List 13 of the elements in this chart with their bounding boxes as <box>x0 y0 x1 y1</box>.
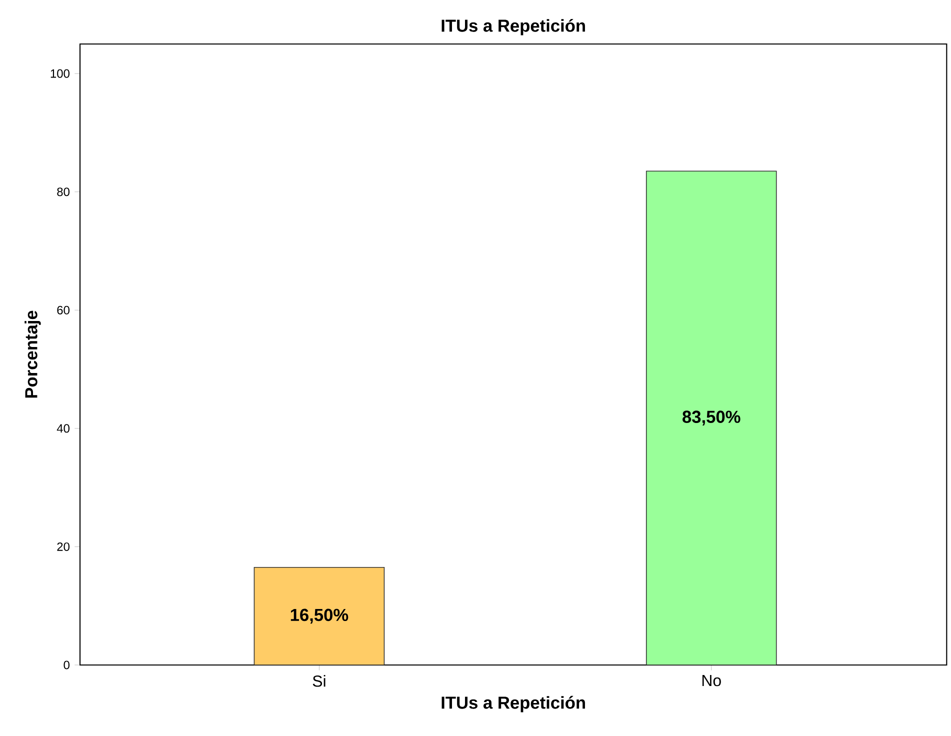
chart-title: ITUs a Repetición <box>442 18 585 36</box>
x-tick-label: No <box>702 675 721 686</box>
y-tick-label: 100 <box>50 69 70 78</box>
x-tick-label: Si <box>312 675 326 687</box>
y-tick-label: 0 <box>64 660 70 670</box>
y-axis-title: Porcentaje <box>24 310 41 398</box>
data-label: 16,50% <box>290 608 348 624</box>
y-tick-label: 20 <box>57 542 70 551</box>
data-label: 83,50% <box>682 410 740 426</box>
x-axis-title: ITUs a Repetición <box>442 696 585 712</box>
y-tick-label: 40 <box>56 424 70 433</box>
y-tick-label: 60 <box>57 306 70 314</box>
y-tick-label: 80 <box>57 188 70 196</box>
